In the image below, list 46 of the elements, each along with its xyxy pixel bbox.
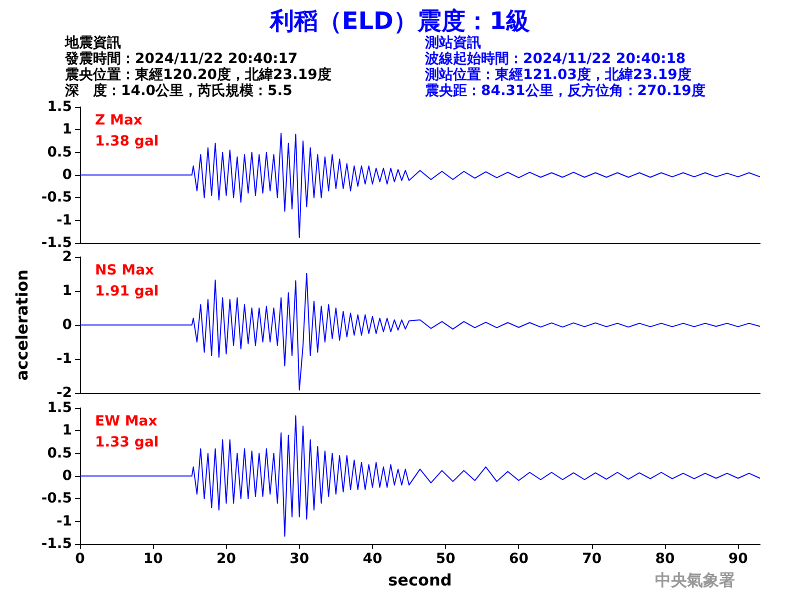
x-tick-label: 10	[143, 551, 164, 567]
line-series	[80, 415, 760, 537]
y-tick-label: 1	[62, 283, 72, 299]
x-tick-label: 30	[290, 551, 310, 567]
text: 發震時間：2024/11/22 20:40:17	[64, 51, 298, 67]
y-tick-label: -1	[56, 351, 72, 367]
y-tick-label: 1	[62, 122, 72, 138]
annotation: EW Max 1.33 gal	[95, 414, 159, 450]
y-tick-label: -1.5	[41, 235, 72, 251]
y-tick-label: -0.5	[41, 190, 72, 206]
text: 測站資訊	[424, 34, 481, 51]
text: 測站位置：東經121.03度，北緯23.19度	[424, 66, 692, 83]
x-tick-label: 80	[655, 551, 675, 567]
text: 深 度：14.0公里，芮氏規模：5.5	[64, 82, 292, 99]
y-tick-label: -1	[56, 212, 72, 228]
annotation: NS Max 1.91 gal	[95, 262, 159, 300]
y-tick-label: 2	[62, 249, 72, 265]
y-tick-label: -0.5	[41, 490, 72, 507]
y-tick-label: -2	[56, 385, 72, 401]
text: 震央距：84.31公里，反方位角：270.19度	[424, 82, 706, 99]
x-tick-label: 0	[75, 551, 86, 567]
x-axis-title: second	[388, 570, 452, 590]
chart-title: 利稻（ELD）震度：1級	[268, 7, 530, 35]
text: 波線起始時間：2024/11/22 20:40:18	[424, 51, 686, 67]
y-tick-label: -1	[56, 513, 72, 530]
x-tick-label: 90	[728, 551, 748, 567]
text: 地震資訊	[64, 34, 121, 51]
x-tick-label: 20	[216, 551, 236, 567]
text: 震央位置：東經120.20度，北緯23.19度	[64, 66, 332, 83]
x-tick-label: 50	[436, 551, 456, 567]
y-tick-label: 0	[62, 317, 72, 333]
y-tick-label: 0.5	[47, 445, 72, 462]
y-tick-label: 0	[62, 167, 72, 183]
y-tick-label: 0	[62, 468, 72, 484]
x-tick-label: 40	[362, 551, 382, 567]
y-tick-label: 0.5	[47, 144, 72, 160]
y-tick-label: -1.5	[41, 536, 72, 552]
y-axis-title: acceleration	[12, 269, 32, 381]
x-tick-label: 60	[508, 551, 529, 567]
y-tick-label: 1	[62, 422, 72, 439]
x-tick-label: 70	[582, 551, 602, 567]
line-series	[80, 132, 760, 238]
y-tick-label: 1.5	[47, 400, 72, 416]
annotation: Z Max 1.38 gal	[95, 112, 159, 150]
y-tick-label: 1.5	[47, 99, 72, 115]
text: 中央氣象署	[655, 570, 735, 590]
